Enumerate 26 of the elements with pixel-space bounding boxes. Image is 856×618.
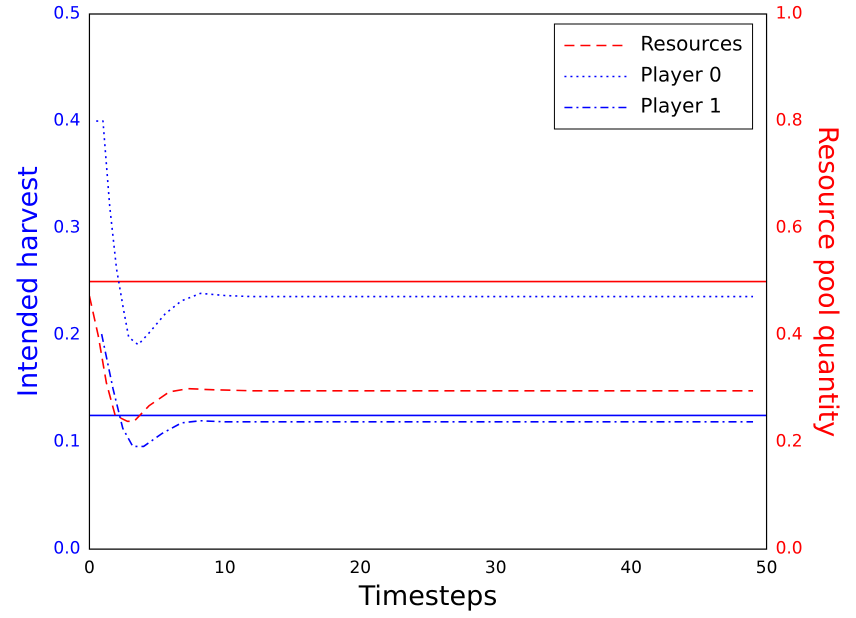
y2-tick-label: 0.0	[776, 538, 803, 559]
y-tick-label: 0.3	[53, 218, 80, 238]
x-tick-label: 20	[349, 558, 372, 578]
y2-tick-label: 0.8	[776, 110, 803, 130]
line-series	[89, 295, 754, 422]
y-tick-label: 0.1	[53, 432, 80, 452]
x-tick-label: 30	[484, 558, 507, 578]
x-axis-title: Timesteps	[358, 580, 498, 612]
y-axis-title: Intended harvest	[13, 166, 44, 398]
x-tick-label: 50	[756, 558, 778, 578]
y2-tick-label: 1.0	[776, 3, 803, 24]
legend-label: Player 1	[640, 94, 722, 118]
line-series	[95, 120, 754, 346]
x-tick-label: 10	[214, 558, 236, 578]
y-tick-label: 0.0	[53, 538, 80, 559]
y2-tick-label: 0.4	[776, 324, 803, 345]
y-tick-label: 0.5	[53, 3, 80, 24]
legend-label: Player 0	[640, 62, 722, 87]
legend-label: Resources	[640, 32, 743, 56]
y2-axis-title: Resource pool quantity	[812, 126, 843, 438]
y-tick-label: 0.2	[53, 324, 80, 345]
x-tick-label: 0	[84, 558, 95, 578]
y2-tick-label: 0.2	[776, 432, 803, 452]
y2-tick-label: 0.6	[776, 218, 803, 238]
y-tick-label: 0.4	[53, 110, 80, 130]
x-tick-label: 40	[620, 558, 642, 578]
